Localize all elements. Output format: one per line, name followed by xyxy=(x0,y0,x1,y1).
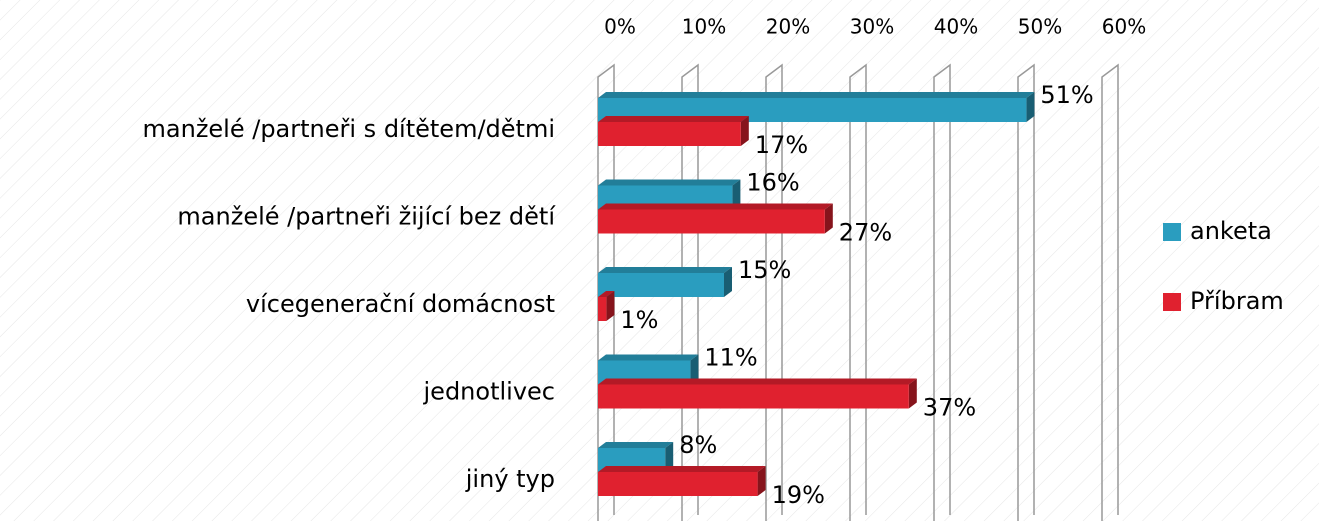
bar-side xyxy=(908,378,917,409)
category-label: jiný typ xyxy=(465,465,555,493)
bar xyxy=(598,122,741,146)
data-label: 17% xyxy=(755,131,808,159)
bar-side xyxy=(757,466,766,496)
bar-top xyxy=(598,179,741,186)
x-tick-label: 30% xyxy=(850,15,894,39)
legend-label: Příbram xyxy=(1190,287,1284,315)
bar-top xyxy=(598,203,833,210)
category-label: manželé /partneři žijící bez dětí xyxy=(177,203,556,231)
category-label: vícegenerační domácnost xyxy=(246,290,555,318)
bar-top xyxy=(598,354,699,361)
bar-side xyxy=(824,203,833,234)
legend-label: anketa xyxy=(1190,217,1272,245)
data-label: 51% xyxy=(1040,81,1093,109)
bar-top xyxy=(598,466,766,472)
bar-top xyxy=(598,291,615,297)
data-label: 11% xyxy=(704,344,757,372)
data-label: 27% xyxy=(839,219,892,247)
bar-top xyxy=(598,442,674,448)
data-label: 16% xyxy=(746,169,799,197)
bar xyxy=(598,384,909,409)
bar-top xyxy=(598,116,749,122)
bar-top xyxy=(598,378,917,385)
data-label: 1% xyxy=(620,306,658,334)
legend-swatch xyxy=(1163,293,1181,311)
grid-line xyxy=(1017,63,1035,521)
grid-line xyxy=(849,63,867,521)
x-tick-label: 20% xyxy=(766,15,810,39)
bar-side xyxy=(665,442,674,472)
legend-swatch xyxy=(1163,223,1181,241)
data-label: 37% xyxy=(923,394,976,422)
x-tick-label: 50% xyxy=(1018,15,1062,39)
bar-side xyxy=(690,354,699,385)
bar-side xyxy=(740,116,749,146)
x-tick-label: 40% xyxy=(934,15,978,39)
bar-side xyxy=(724,267,732,297)
bar xyxy=(598,209,825,234)
bar-top xyxy=(598,267,732,273)
bar xyxy=(598,472,758,496)
category-label: manželé /partneři s dítětem/dětmi xyxy=(143,115,555,143)
bar-side xyxy=(1026,92,1035,122)
data-label: 8% xyxy=(679,431,717,459)
bar-top xyxy=(598,92,1035,98)
grid-line xyxy=(1101,63,1119,521)
bar xyxy=(598,273,724,297)
grid-line xyxy=(765,63,783,521)
x-tick-label: 0% xyxy=(604,15,636,39)
grid-line xyxy=(933,63,951,521)
data-label: 15% xyxy=(738,256,791,284)
bar-side xyxy=(732,179,741,210)
category-label: jednotlivec xyxy=(423,378,555,406)
bar xyxy=(598,297,607,321)
x-tick-label: 60% xyxy=(1102,15,1146,39)
bar-side xyxy=(606,291,615,321)
x-tick-label: 10% xyxy=(682,15,726,39)
data-label: 19% xyxy=(772,481,825,509)
